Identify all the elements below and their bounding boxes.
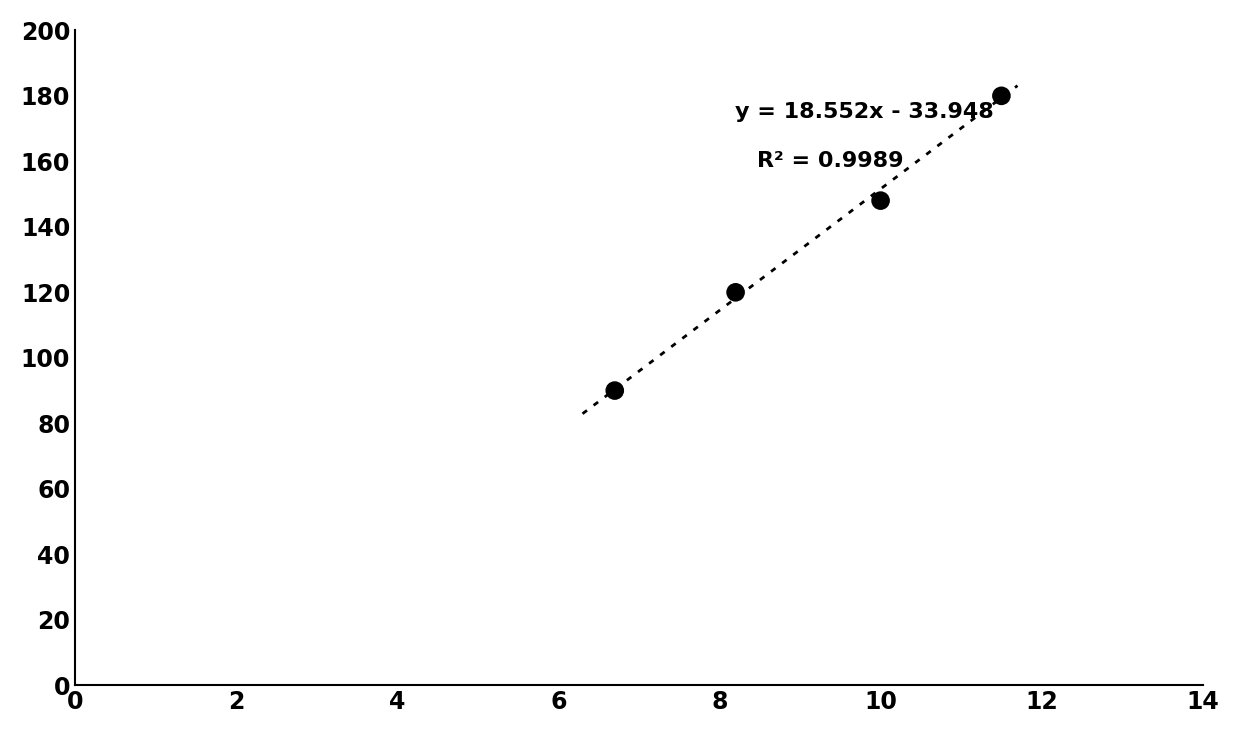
Text: y = 18.552x - 33.948: y = 18.552x - 33.948 bbox=[735, 102, 993, 122]
Text: R² = 0.9989: R² = 0.9989 bbox=[758, 151, 904, 171]
Point bbox=[870, 195, 890, 207]
Point bbox=[605, 384, 625, 396]
Point bbox=[992, 90, 1012, 101]
Point bbox=[725, 287, 745, 298]
